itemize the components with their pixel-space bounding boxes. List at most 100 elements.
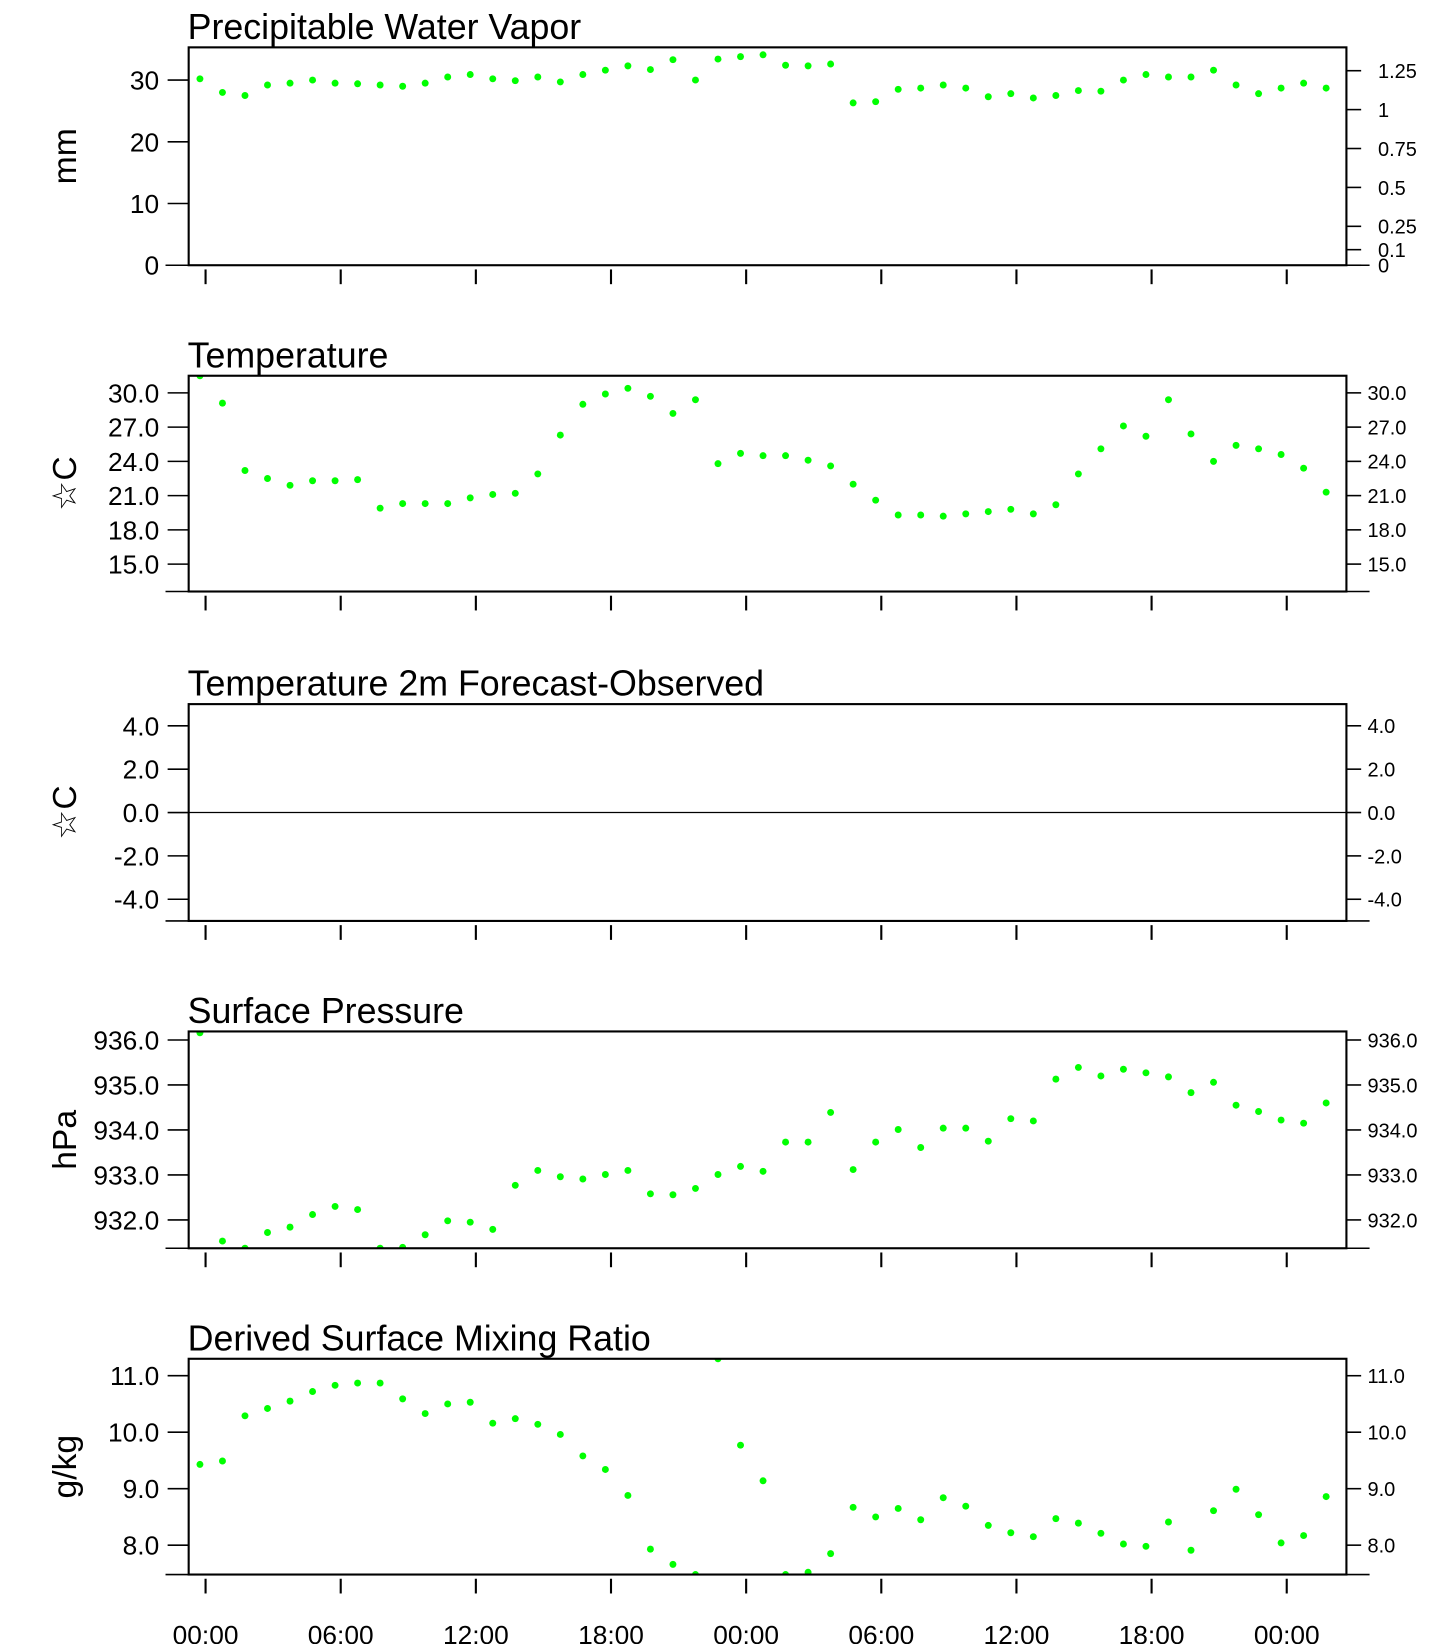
data-point xyxy=(1277,1539,1285,1547)
data-point xyxy=(1142,1069,1150,1077)
data-point xyxy=(804,1138,812,1146)
data-point xyxy=(1255,445,1263,453)
data-point xyxy=(399,1395,407,1403)
data-point xyxy=(669,1191,677,1199)
data-point xyxy=(962,84,970,92)
data-point xyxy=(421,500,429,508)
data-point xyxy=(646,1190,654,1198)
data-point xyxy=(1007,505,1015,513)
data-point xyxy=(1300,79,1308,87)
data-point xyxy=(917,511,925,519)
data-point xyxy=(264,1229,271,1236)
plot-area xyxy=(196,1358,1330,1575)
data-point xyxy=(331,79,339,87)
data-point xyxy=(196,1031,204,1037)
data-point xyxy=(782,61,790,69)
data-point xyxy=(1142,1542,1150,1550)
y2-tick-label: 0 xyxy=(1378,256,1389,278)
y-tick-label-right: 934.0 xyxy=(1367,1120,1417,1142)
x-tick-label: 00:00 xyxy=(713,1620,779,1644)
x-tick-label: 00:00 xyxy=(1254,1620,1320,1644)
y-axis-label: g/kg xyxy=(47,1435,84,1499)
data-point xyxy=(1142,71,1150,78)
data-point xyxy=(1029,510,1037,518)
y2-tick-label: 0.5 xyxy=(1378,178,1406,200)
data-point xyxy=(804,456,812,464)
y-tick-label: 10 xyxy=(130,189,159,219)
data-point xyxy=(872,496,880,504)
data-point xyxy=(601,1171,609,1178)
data-point xyxy=(1097,445,1105,453)
y-tick-label-right: 18.0 xyxy=(1367,520,1406,542)
data-point xyxy=(556,431,564,439)
y-tick-label-right: 0.0 xyxy=(1367,803,1395,825)
y-tick-label-right: 936.0 xyxy=(1367,1030,1417,1052)
y-axis-label: ☆C xyxy=(47,785,84,839)
y2-tick-label: 0.75 xyxy=(1378,139,1417,161)
data-point xyxy=(1255,1511,1263,1519)
panel-title: Temperature 2m Forecast-Observed xyxy=(188,664,764,704)
data-point xyxy=(624,384,632,392)
data-point xyxy=(984,1137,992,1145)
data-point xyxy=(1074,1519,1082,1527)
y-tick-label: 4.0 xyxy=(123,711,160,741)
x-tick-label: 18:00 xyxy=(578,1620,644,1644)
data-point xyxy=(534,1420,542,1428)
data-point xyxy=(264,81,271,89)
data-point xyxy=(354,476,362,484)
data-point xyxy=(669,56,677,64)
y2-tick-label: 1 xyxy=(1378,100,1389,122)
data-point xyxy=(669,409,677,417)
data-point xyxy=(939,512,947,520)
data-point xyxy=(759,51,767,59)
data-point xyxy=(1232,1485,1240,1493)
data-point xyxy=(894,511,902,519)
data-point xyxy=(354,1206,362,1214)
plot-frame xyxy=(187,1030,1348,1250)
data-point xyxy=(1029,1117,1037,1125)
y-tick-label-right: 933.0 xyxy=(1367,1165,1417,1187)
data-point xyxy=(489,490,497,498)
data-point xyxy=(1052,501,1060,509)
y-tick-label-right: -2.0 xyxy=(1367,846,1401,868)
y-tick-label-right: 15.0 xyxy=(1367,554,1406,576)
y-tick-label: 934.0 xyxy=(93,1115,159,1145)
y-axis-label: ☆C xyxy=(47,456,84,510)
y-tick-label-right: 932.0 xyxy=(1367,1210,1417,1232)
data-point xyxy=(1097,1072,1105,1080)
data-point xyxy=(917,84,925,92)
data-point xyxy=(241,92,249,99)
y2-tick-label: 1.25 xyxy=(1378,61,1417,83)
data-point xyxy=(444,1217,452,1225)
data-point xyxy=(1029,94,1037,102)
data-point xyxy=(309,477,317,485)
y-tick-label: 27.0 xyxy=(108,413,159,443)
data-point xyxy=(331,1202,339,1210)
data-point xyxy=(466,1218,474,1226)
data-point xyxy=(849,1503,857,1511)
data-point xyxy=(1052,92,1060,99)
data-point xyxy=(218,88,226,96)
y-axis-label: mm xyxy=(47,128,84,184)
data-point xyxy=(759,1167,767,1175)
y-tick-label: -4.0 xyxy=(114,885,159,915)
data-point xyxy=(872,1138,880,1146)
data-point xyxy=(1097,87,1105,95)
y-tick-label: 933.0 xyxy=(93,1160,159,1190)
y-tick-label-right: 27.0 xyxy=(1367,417,1406,439)
y-tick-label: 932.0 xyxy=(93,1205,159,1235)
data-point xyxy=(218,399,226,407)
y2-tick-label: 0.1 xyxy=(1378,240,1406,262)
data-point xyxy=(1074,1063,1082,1071)
data-point xyxy=(534,470,542,478)
y-tick-label: 0.0 xyxy=(123,798,160,828)
data-point xyxy=(556,78,564,86)
data-point xyxy=(534,1166,542,1174)
data-point xyxy=(827,60,835,68)
data-point xyxy=(309,76,317,84)
data-point xyxy=(286,1397,294,1405)
data-point xyxy=(399,82,407,90)
data-point xyxy=(624,1166,632,1174)
data-point xyxy=(354,1379,362,1387)
